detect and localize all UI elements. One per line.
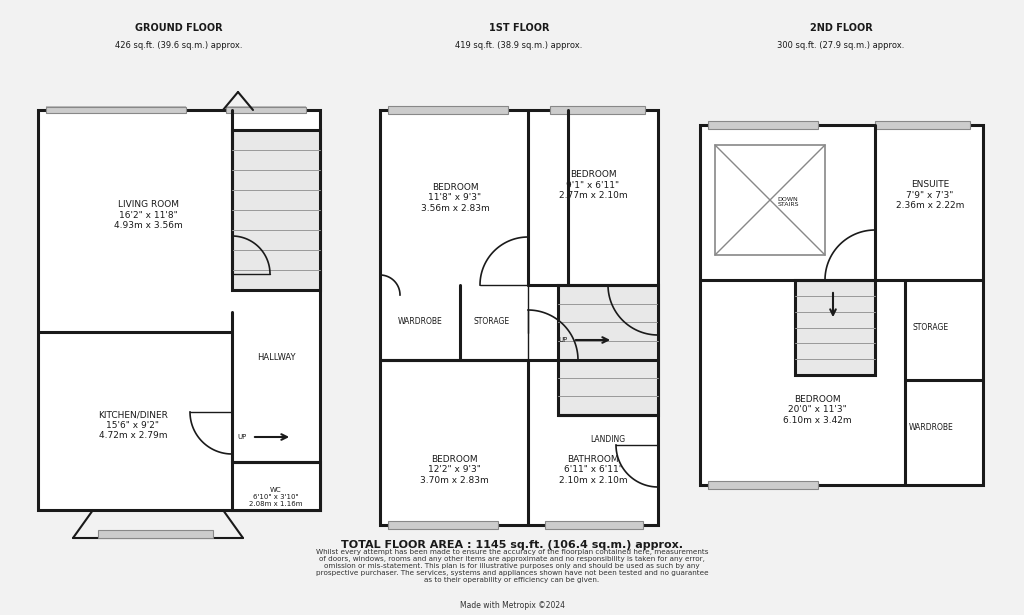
Text: Whilst every attempt has been made to ensure the accuracy of the floorplan conta: Whilst every attempt has been made to en… bbox=[315, 549, 709, 583]
Bar bbox=[232, 130, 319, 290]
Text: ENSUITE
7'9" x 7'3"
2.36m x 2.22m: ENSUITE 7'9" x 7'3" 2.36m x 2.22m bbox=[896, 180, 965, 210]
Bar bbox=[232, 462, 319, 510]
Bar bbox=[558, 285, 658, 415]
Bar bbox=[700, 125, 983, 485]
Bar bbox=[708, 481, 818, 489]
Text: KITCHEN/DINER
15'6" x 9'2"
4.72m x 2.79m: KITCHEN/DINER 15'6" x 9'2" 4.72m x 2.79m bbox=[98, 410, 168, 440]
Bar bbox=[715, 145, 825, 255]
Bar bbox=[46, 106, 186, 114]
Text: BEDROOM
20'0" x 11'3"
6.10m x 3.42m: BEDROOM 20'0" x 11'3" 6.10m x 3.42m bbox=[782, 395, 851, 425]
Text: WC
6'10" x 3'10"
2.08m x 1.16m: WC 6'10" x 3'10" 2.08m x 1.16m bbox=[249, 487, 303, 507]
Text: LIVING ROOM
16'2" x 11'8"
4.93m x 3.56m: LIVING ROOM 16'2" x 11'8" 4.93m x 3.56m bbox=[114, 200, 182, 230]
Bar bbox=[874, 121, 970, 129]
Text: GROUND FLOOR: GROUND FLOOR bbox=[135, 23, 223, 33]
Text: BEDROOM
9'1" x 6'11"
2.77m x 2.10m: BEDROOM 9'1" x 6'11" 2.77m x 2.10m bbox=[559, 170, 628, 200]
Text: 426 sq.ft. (39.6 sq.m.) approx.: 426 sq.ft. (39.6 sq.m.) approx. bbox=[116, 41, 243, 49]
Bar bbox=[388, 521, 498, 529]
Text: BEDROOM
11'8" x 9'3"
3.56m x 2.83m: BEDROOM 11'8" x 9'3" 3.56m x 2.83m bbox=[421, 183, 489, 213]
Text: 300 sq.ft. (27.9 sq.m.) approx.: 300 sq.ft. (27.9 sq.m.) approx. bbox=[777, 41, 904, 49]
Text: TOTAL FLOOR AREA : 1145 sq.ft. (106.4 sq.m.) approx.: TOTAL FLOOR AREA : 1145 sq.ft. (106.4 sq… bbox=[341, 540, 683, 550]
Text: 419 sq.ft. (38.9 sq.m.) approx.: 419 sq.ft. (38.9 sq.m.) approx. bbox=[456, 41, 583, 49]
Bar bbox=[46, 107, 186, 113]
Bar bbox=[550, 106, 645, 114]
Text: UP: UP bbox=[559, 337, 568, 343]
Text: WARDROBE: WARDROBE bbox=[397, 317, 442, 327]
Bar bbox=[226, 106, 306, 114]
Text: LANDING: LANDING bbox=[591, 435, 626, 445]
Text: HALLWAY: HALLWAY bbox=[257, 352, 295, 362]
Text: 1ST FLOOR: 1ST FLOOR bbox=[488, 23, 549, 33]
Text: BEDROOM
12'2" x 9'3"
3.70m x 2.83m: BEDROOM 12'2" x 9'3" 3.70m x 2.83m bbox=[420, 455, 488, 485]
Text: UP: UP bbox=[238, 434, 247, 440]
Bar bbox=[545, 521, 643, 529]
Bar bbox=[795, 280, 874, 375]
Text: WARDROBE: WARDROBE bbox=[908, 424, 953, 432]
Text: STORAGE: STORAGE bbox=[913, 323, 949, 333]
Text: DOWN
STAIRS: DOWN STAIRS bbox=[777, 197, 799, 207]
Bar bbox=[38, 110, 319, 510]
Text: 2ND FLOOR: 2ND FLOOR bbox=[810, 23, 872, 33]
Text: BATHROOM
6'11" x 6'11"
2.10m x 2.10m: BATHROOM 6'11" x 6'11" 2.10m x 2.10m bbox=[559, 455, 628, 485]
Bar bbox=[98, 530, 213, 538]
Bar bbox=[708, 121, 818, 129]
Bar bbox=[226, 107, 306, 113]
Text: STORAGE: STORAGE bbox=[474, 317, 510, 327]
Bar bbox=[380, 110, 658, 525]
Text: Made with Metropix ©2024: Made with Metropix ©2024 bbox=[460, 601, 564, 611]
Bar bbox=[388, 106, 508, 114]
